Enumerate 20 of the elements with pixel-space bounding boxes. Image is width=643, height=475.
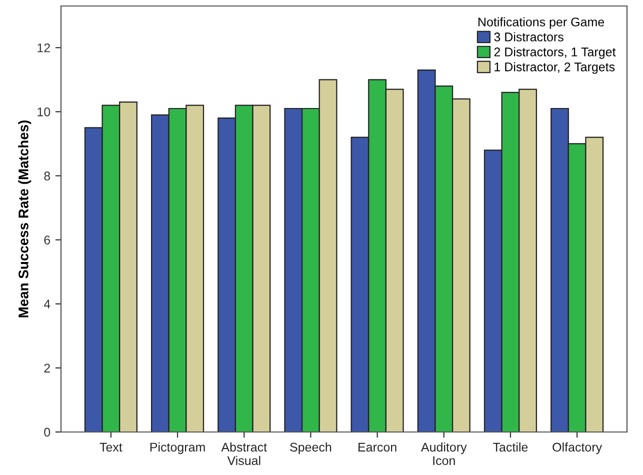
x-tick-label: Text bbox=[100, 442, 122, 452]
x-tick-label: Abstract Visual bbox=[221, 442, 267, 466]
x-tick-label: Pictogram bbox=[150, 442, 205, 454]
y-tick-label: 2 bbox=[44, 364, 50, 372]
legend-label: 2 Distractors, 1 Target bbox=[494, 47, 616, 59]
y-tick-label: 0 bbox=[44, 428, 50, 437]
x-tick-label: Earcon bbox=[358, 442, 396, 452]
y-axis-title: Mean Success Rate (Matches) bbox=[18, 120, 32, 318]
y-tick-label: 10 bbox=[38, 108, 50, 116]
x-tick-label: Olfactory bbox=[552, 442, 602, 454]
y-tick-label: 12 bbox=[38, 43, 50, 52]
legend-label: 1 Distractor, 2 Targets bbox=[494, 62, 615, 74]
y-tick-label: 4 bbox=[44, 300, 50, 308]
x-tick-label: Auditory Icon bbox=[420, 442, 467, 466]
legend-label: 3 Distractors bbox=[494, 32, 564, 42]
y-tick-label: 6 bbox=[44, 236, 50, 244]
y-tick-label: 8 bbox=[44, 172, 50, 180]
legend-title: Notifications per Game bbox=[478, 17, 604, 29]
x-tick-label: Tactile bbox=[493, 442, 528, 452]
x-tick-label: Speech bbox=[290, 442, 332, 454]
